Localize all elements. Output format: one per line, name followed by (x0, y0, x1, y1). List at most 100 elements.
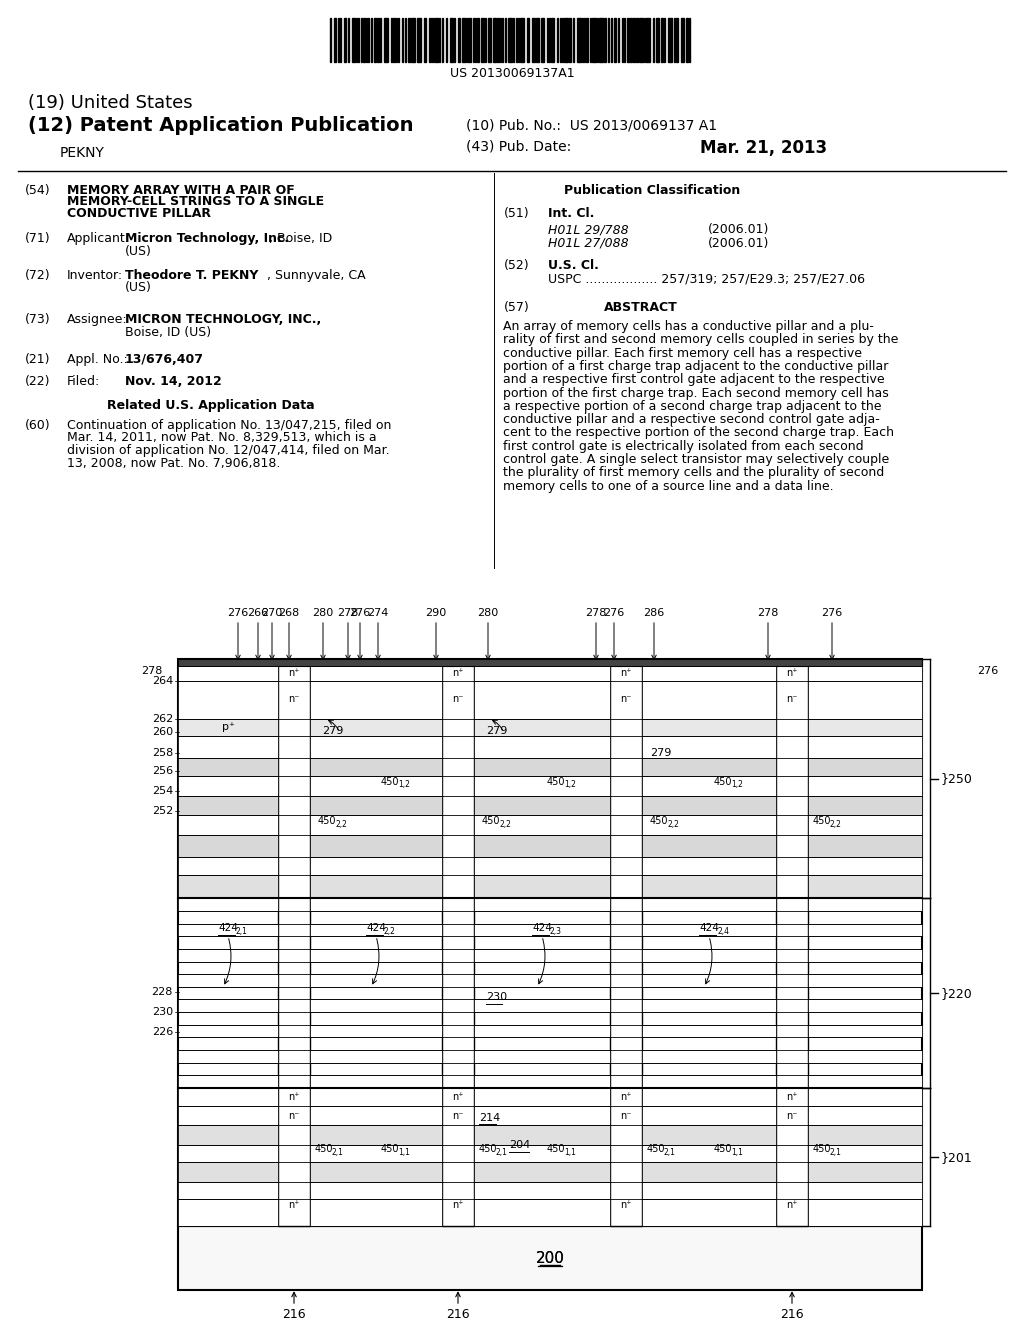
Text: 254: 254 (152, 785, 173, 796)
Text: portion of the first charge trap. Each second memory cell has: portion of the first charge trap. Each s… (503, 387, 889, 400)
Bar (662, 17, 663, 62)
Bar (642, 681, 776, 718)
Bar (642, 816, 776, 836)
Text: 214: 214 (479, 1113, 501, 1122)
Bar (474, 899, 610, 911)
Bar (642, 1146, 776, 1162)
Text: Nov. 14, 2012: Nov. 14, 2012 (125, 375, 222, 388)
Text: p⁺: p⁺ (221, 722, 234, 731)
Bar (178, 1076, 278, 1088)
Text: 2,1: 2,1 (664, 1147, 676, 1156)
Text: a respective portion of a second charge trap adjacent to the: a respective portion of a second charge … (503, 400, 882, 413)
Bar (310, 718, 442, 737)
Bar (411, 17, 415, 62)
Bar (474, 758, 610, 776)
Bar (532, 17, 535, 62)
Bar (393, 17, 395, 62)
Bar (541, 17, 544, 62)
Bar (310, 949, 442, 961)
Bar (178, 1049, 278, 1063)
Bar (442, 660, 474, 1226)
Bar (474, 1181, 610, 1199)
Text: Assignee:: Assignee: (67, 313, 128, 326)
Text: 2,3: 2,3 (550, 928, 562, 936)
Bar (686, 17, 688, 62)
Text: 450: 450 (315, 1144, 334, 1154)
Bar (310, 1076, 442, 1088)
Bar (178, 974, 278, 987)
Text: 2,2: 2,2 (335, 820, 347, 829)
Text: 1,1: 1,1 (564, 1147, 575, 1156)
Bar (178, 1126, 278, 1146)
Text: (10) Pub. No.:  US 2013/0069137 A1: (10) Pub. No.: US 2013/0069137 A1 (466, 119, 717, 132)
Bar (310, 999, 442, 1012)
Bar (344, 17, 346, 62)
Bar (642, 899, 776, 911)
Text: 270: 270 (261, 609, 283, 618)
Text: (21): (21) (25, 354, 50, 367)
Text: n⁺: n⁺ (453, 1092, 464, 1102)
Text: 450: 450 (714, 1144, 732, 1154)
Bar (474, 999, 610, 1012)
Text: Filed:: Filed: (67, 375, 100, 388)
Text: , Boise, ID: , Boise, ID (269, 232, 332, 246)
Bar (527, 17, 529, 62)
Text: n⁺: n⁺ (786, 1092, 798, 1102)
Bar (474, 667, 610, 681)
Bar (808, 1181, 922, 1199)
Text: 216: 216 (283, 1308, 306, 1320)
Bar (468, 17, 471, 62)
Bar (310, 737, 442, 758)
Bar (808, 857, 922, 875)
Bar (627, 17, 629, 62)
Bar (808, 737, 922, 758)
Bar (808, 875, 922, 899)
Text: n⁺: n⁺ (288, 1092, 300, 1102)
Bar (808, 1162, 922, 1181)
Bar (474, 1199, 610, 1226)
Bar (592, 17, 596, 62)
Bar (310, 836, 442, 857)
Bar (642, 924, 776, 936)
Text: 424: 424 (699, 923, 719, 933)
Bar (474, 857, 610, 875)
Bar (334, 17, 336, 62)
Text: 2,2: 2,2 (667, 820, 679, 829)
Bar (310, 875, 442, 899)
Text: 1,1: 1,1 (398, 1147, 410, 1156)
Text: 2,1: 2,1 (236, 928, 248, 936)
Text: 450: 450 (813, 816, 831, 826)
Text: Boise, ID (US): Boise, ID (US) (125, 326, 211, 339)
Bar (536, 17, 539, 62)
Text: 280: 280 (312, 609, 334, 618)
Text: 256: 256 (152, 766, 173, 776)
Bar (474, 737, 610, 758)
Bar (642, 796, 776, 816)
Text: 226: 226 (152, 1027, 173, 1036)
Bar (474, 1024, 610, 1038)
Text: (12) Patent Application Publication: (12) Patent Application Publication (28, 116, 414, 136)
Text: (57): (57) (504, 301, 529, 314)
Bar (178, 776, 278, 796)
Bar (474, 1076, 610, 1088)
Text: USPC .................. 257/319; 257/E29.3; 257/E27.06: USPC .................. 257/319; 257/E29… (548, 272, 865, 285)
Bar (808, 776, 922, 796)
Bar (178, 737, 278, 758)
Text: (72): (72) (25, 268, 50, 281)
Bar (178, 1024, 278, 1038)
Bar (178, 857, 278, 875)
Text: 200: 200 (536, 1251, 564, 1266)
Text: 1,2: 1,2 (398, 780, 410, 789)
Bar (642, 776, 776, 796)
Text: 2,2: 2,2 (499, 820, 511, 829)
Text: 2,1: 2,1 (496, 1147, 508, 1156)
Text: 279: 279 (650, 748, 672, 758)
Bar (374, 17, 376, 62)
Bar (808, 1076, 922, 1088)
Text: Theodore T. PEKNY: Theodore T. PEKNY (125, 268, 258, 281)
Text: n⁺: n⁺ (786, 1200, 798, 1210)
Text: 2,1: 2,1 (830, 1147, 842, 1156)
Text: 230: 230 (486, 993, 507, 1002)
Bar (642, 857, 776, 875)
Bar (642, 949, 776, 961)
